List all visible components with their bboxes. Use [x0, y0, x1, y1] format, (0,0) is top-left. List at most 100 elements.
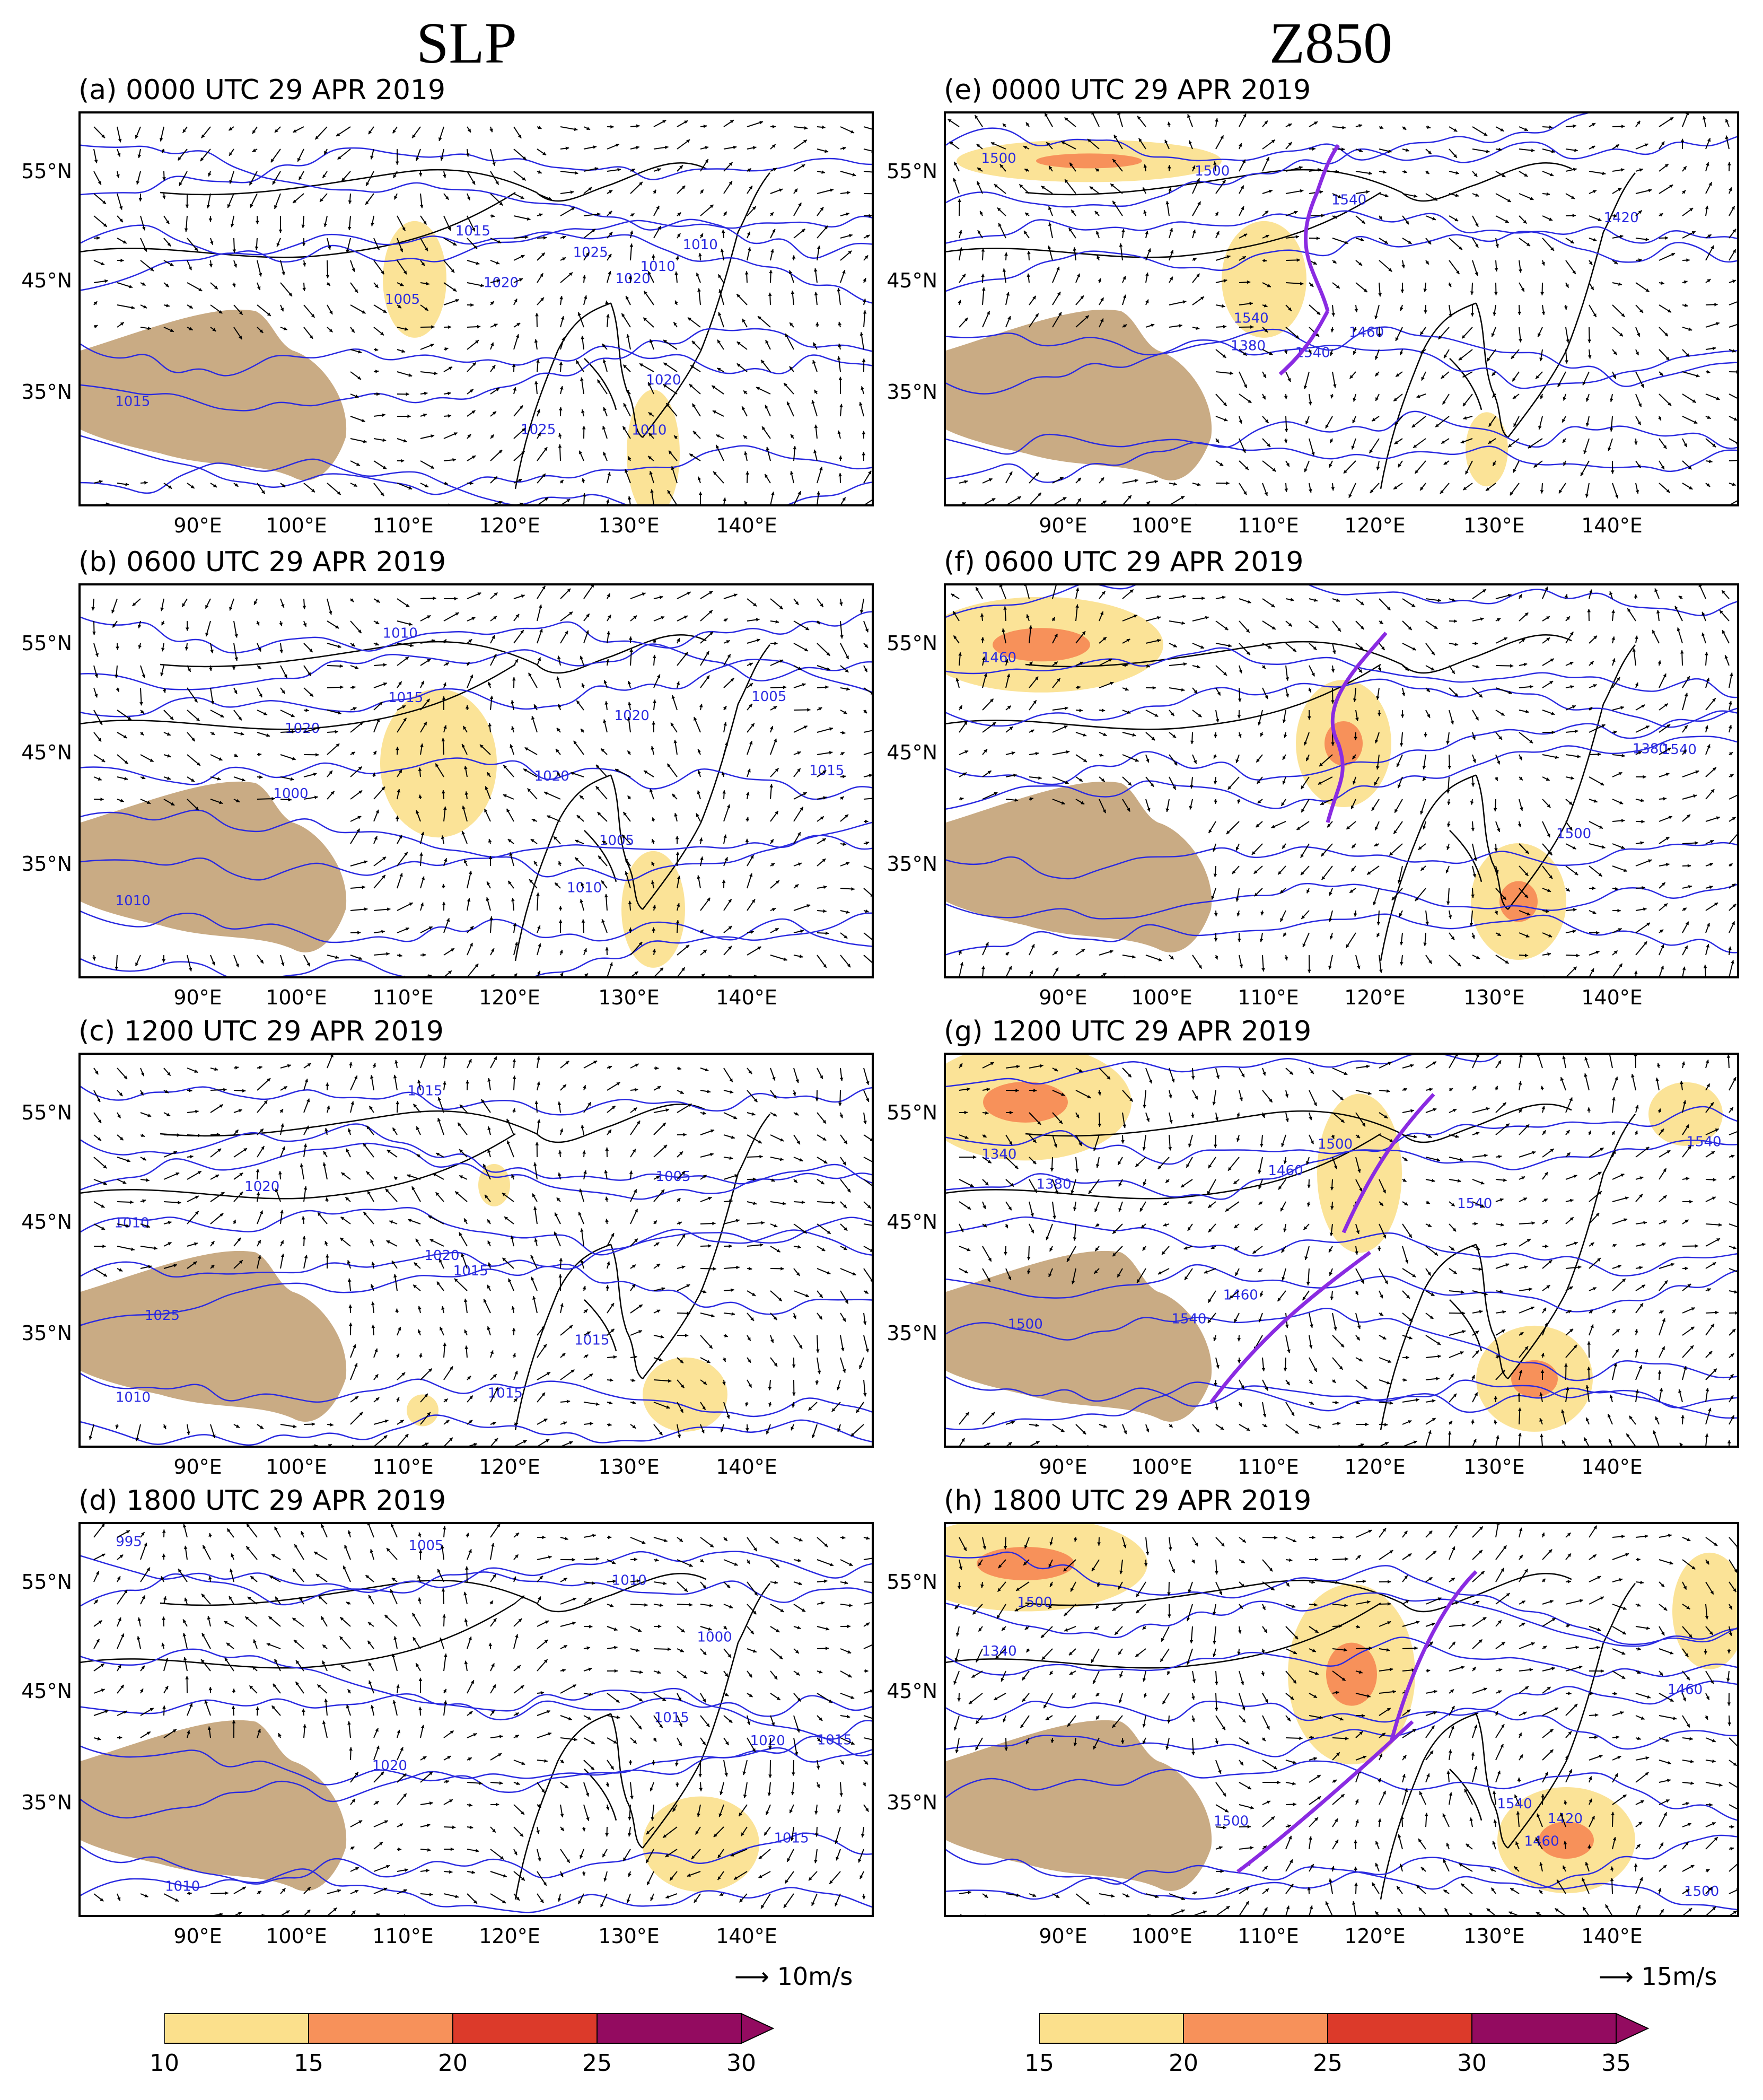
wind-vector-head	[1360, 238, 1364, 241]
wind-vector-head	[647, 271, 651, 275]
wind-vector-head	[496, 1524, 501, 1528]
wind-vector	[863, 1644, 872, 1649]
wind-vector-head	[695, 1831, 699, 1835]
wind-vector-head	[842, 1318, 846, 1322]
wind-vector-head	[558, 704, 562, 708]
wind-vector-head	[796, 1672, 800, 1676]
wind-vector-head	[812, 1434, 815, 1438]
wind-vector-head	[1570, 240, 1574, 243]
wind-vector-head	[534, 1238, 538, 1242]
wind-vector-head	[473, 1733, 477, 1737]
wind-vector-head	[773, 738, 777, 742]
wind-vector-head	[697, 749, 701, 753]
wind-vector-head	[144, 481, 148, 485]
wind-vector-head	[189, 1154, 194, 1159]
wind-vector-head	[347, 1278, 352, 1282]
wind-vector-head	[580, 1228, 584, 1232]
wind-vector-head	[363, 440, 367, 443]
wind-vector-head	[463, 725, 467, 730]
longitude-label: 130°E	[598, 986, 660, 1009]
wind-vector-head	[469, 1420, 472, 1424]
wind-vector-head	[487, 881, 490, 886]
wind-vector-head	[142, 1595, 145, 1599]
wind-vector-head	[673, 739, 678, 743]
wind-vector-head	[728, 899, 732, 903]
isoline	[81, 1571, 872, 1607]
contour-label: 1015	[407, 1083, 442, 1099]
wind-vector-head	[208, 1576, 212, 1580]
wind-vector-head	[1240, 185, 1244, 189]
wind-vector-head	[216, 1133, 221, 1136]
wind-vector-head	[383, 1887, 388, 1891]
wind-vector-head	[672, 794, 676, 798]
wind-vector-head	[328, 611, 332, 615]
wind-vector-head	[443, 725, 447, 729]
wind-vector-head	[1071, 209, 1075, 214]
wind-vector-head	[729, 1244, 732, 1248]
wind-vector-head	[575, 857, 579, 861]
wind-vector-head	[845, 814, 848, 818]
contour-label: 1015	[809, 763, 844, 778]
wind-vector-head	[559, 1258, 563, 1262]
wind-vector-head	[1732, 229, 1736, 233]
wind-vector-head	[845, 669, 849, 672]
wind-vector-head	[358, 350, 362, 354]
wind-vector-head	[842, 497, 846, 501]
wind-vector-head	[146, 1567, 150, 1571]
longitude-label: 100°E	[266, 514, 327, 537]
wind-vector-head	[100, 1897, 104, 1902]
wind-vector-head	[374, 1348, 378, 1352]
wind-vector-head	[1524, 173, 1528, 177]
wind-vector-head	[745, 838, 749, 842]
wind-vector-head	[636, 146, 639, 150]
wind-vector-head	[729, 1156, 733, 1160]
wind-vector-head	[775, 811, 778, 815]
wind-vector-head	[662, 1123, 666, 1126]
wind-vector-head	[269, 1576, 274, 1579]
wind-vector-head	[398, 304, 401, 309]
wind-vector-head	[397, 1729, 400, 1734]
wind-vector-head	[188, 1892, 192, 1895]
wind-vector-head	[154, 1246, 157, 1250]
wind-vector-head	[520, 1685, 524, 1689]
wind-vector-head	[275, 1596, 279, 1600]
wind-vector-head	[387, 1548, 390, 1552]
wind-vector-head	[1455, 194, 1459, 197]
wind-vector-head	[843, 1204, 847, 1209]
wind-vector-head	[668, 1647, 671, 1651]
wind-vector-head	[423, 1756, 427, 1760]
wind-vector-head	[139, 702, 143, 706]
wind-vector-head	[1024, 169, 1029, 172]
wind-vector-head	[865, 1098, 870, 1102]
wind-vector-head	[488, 1262, 492, 1266]
wind-vector-head	[1414, 194, 1418, 198]
wind-vector-head	[774, 1224, 778, 1228]
wind-vector-head	[655, 1066, 659, 1070]
wind-vector-head	[416, 810, 419, 814]
wind-vector-head	[632, 1425, 636, 1429]
wind-vector-head	[209, 264, 213, 268]
wind-vector-head	[427, 615, 431, 619]
wind-vector-head	[484, 1299, 487, 1303]
wind-vector-head	[159, 137, 163, 142]
wind-vector-head	[307, 1063, 311, 1067]
wind-vector-head	[403, 439, 407, 443]
wind-vector-head	[675, 836, 679, 839]
wind-vector-head	[178, 1201, 181, 1205]
wind-vector-head	[137, 624, 142, 628]
wind-vector-head	[1268, 189, 1273, 194]
wind-vector-head	[1049, 165, 1052, 170]
wind-vector-head	[212, 1434, 216, 1438]
wind-vector-head	[527, 788, 531, 792]
wind-vector-head	[147, 1114, 152, 1117]
wind-vector-head	[439, 1638, 443, 1641]
wind-vector-head	[515, 1634, 519, 1638]
wind-vector-head	[187, 668, 191, 672]
wind-vector-head	[838, 321, 842, 326]
wind-vector	[630, 1447, 638, 1448]
wind-vector-head	[849, 1562, 853, 1566]
wind-vector-head	[771, 1722, 775, 1726]
wind-vector-head	[698, 253, 702, 257]
wind-vector-head	[472, 362, 476, 366]
wind-vector-head	[537, 1056, 540, 1060]
